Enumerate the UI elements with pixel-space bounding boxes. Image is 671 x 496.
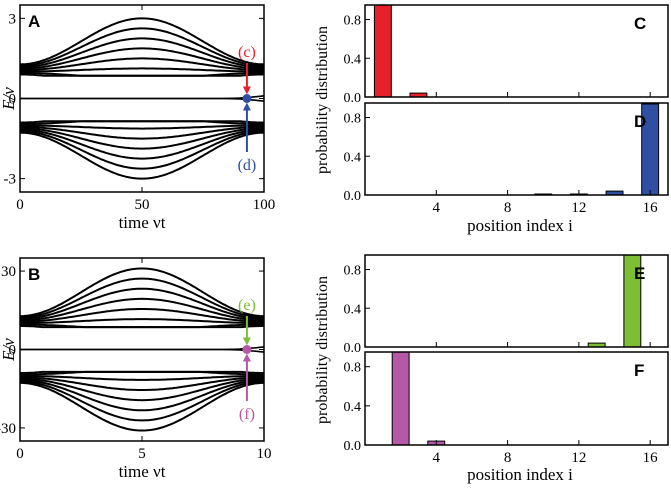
band-curve xyxy=(20,318,264,325)
panel-label: B xyxy=(28,265,40,284)
y-tick-label: 3 xyxy=(9,11,17,27)
panel-D: 0.0 0.4 0.8 4 8 12 16 D xyxy=(344,102,669,216)
y-axis-label: E/ν xyxy=(0,338,18,362)
x-axis-label: time νt xyxy=(119,213,166,232)
band-curve xyxy=(19,17,265,66)
band-curve xyxy=(20,72,264,77)
y-tick-label: 0.0 xyxy=(344,341,362,356)
y-tick-label: 0.8 xyxy=(344,361,362,376)
panel-A: 3 0 -3 0 50 100 time νt E/ν A (c) (d) xyxy=(0,4,276,232)
axes-frame xyxy=(364,4,669,98)
axes-frame xyxy=(364,254,669,348)
annotation-label: (c) xyxy=(238,44,256,61)
y-tick-label: 0.4 xyxy=(344,150,362,165)
band-curve xyxy=(20,127,264,150)
band-curve xyxy=(20,374,264,381)
bar xyxy=(373,4,392,98)
y-tick-label: 0.4 xyxy=(344,400,362,415)
annotation-label: (d) xyxy=(238,157,257,174)
y-tick-label: 0 xyxy=(9,92,17,108)
arrowhead xyxy=(242,102,251,111)
y-tick-label: 30 xyxy=(1,264,16,280)
axes-frame xyxy=(364,351,669,446)
y-tick-label: 0.0 xyxy=(344,189,362,204)
band-curve xyxy=(20,376,264,391)
band-curve xyxy=(20,379,264,412)
annotation-label: (f) xyxy=(239,406,255,423)
band-curve xyxy=(20,297,264,322)
panel-label: C xyxy=(634,14,646,33)
shared-y-label-top: probability distribution xyxy=(314,26,331,174)
band-curve xyxy=(20,277,264,319)
band-curve xyxy=(20,381,264,432)
zero-mode-line xyxy=(20,97,265,102)
y-tick-label: 0.4 xyxy=(344,302,362,317)
y-axis-label: E/ν xyxy=(0,87,18,111)
panel-label: D xyxy=(634,112,646,131)
band-curve xyxy=(20,323,264,329)
x-tick-label: 12 xyxy=(571,200,586,216)
arrowhead xyxy=(242,353,251,362)
axes-frame xyxy=(364,102,669,196)
shared-x-label-bottom: position index i xyxy=(467,465,573,484)
band-curve xyxy=(20,287,264,320)
band-curve xyxy=(20,120,264,125)
band-curve xyxy=(20,380,264,422)
band-curve xyxy=(20,370,264,376)
y-tick-label: 0.8 xyxy=(344,264,362,279)
y-tick-label: 0.0 xyxy=(344,439,362,454)
x-tick-label: 4 xyxy=(433,450,441,466)
x-tick-label: 10 xyxy=(257,446,272,462)
shared-y-label-bottom: probability distribution xyxy=(314,276,331,424)
x-tick-label: 5 xyxy=(138,446,146,462)
band-curve xyxy=(20,128,264,160)
band-curve xyxy=(20,27,264,67)
y-tick-label: 0.8 xyxy=(344,14,362,29)
x-tick-label: 0 xyxy=(16,197,24,213)
band-curve xyxy=(20,130,264,170)
shared-x-label-top: position index i xyxy=(467,216,573,235)
panel-F: 0.0 0.4 0.8 4 8 12 16 F xyxy=(344,351,669,466)
panel-label: F xyxy=(634,361,644,380)
y-tick-label: 0.8 xyxy=(344,112,362,127)
x-axis-label: time νt xyxy=(119,462,166,481)
band-curve xyxy=(20,124,264,130)
band-curve xyxy=(20,57,264,72)
y-tick-label: 0.4 xyxy=(344,52,362,67)
panel-E: 0.0 0.4 0.8 E xyxy=(344,254,669,356)
arrowhead xyxy=(242,86,251,95)
x-tick-label: 0 xyxy=(16,446,24,462)
x-tick-label: 4 xyxy=(433,200,441,216)
bar xyxy=(391,351,410,446)
panel-label: E xyxy=(634,264,645,283)
zero-mode-line xyxy=(20,348,265,353)
y-tick-label: -3 xyxy=(4,172,17,188)
annotation-marker xyxy=(242,94,252,103)
band-curve xyxy=(20,37,264,69)
band-curve xyxy=(20,125,264,140)
annotation-marker xyxy=(242,345,252,354)
y-tick-label: 0 xyxy=(9,343,17,359)
y-tick-label: -30 xyxy=(0,421,16,437)
arrowhead xyxy=(242,337,251,346)
x-tick-label: 12 xyxy=(571,450,586,466)
x-tick-label: 50 xyxy=(135,197,150,213)
x-tick-label: 16 xyxy=(643,450,659,466)
y-tick-label: 0.0 xyxy=(344,91,362,106)
x-tick-label: 100 xyxy=(253,197,276,213)
x-tick-label: 8 xyxy=(504,450,512,466)
band-curve xyxy=(20,67,264,73)
band-curve xyxy=(20,377,264,402)
x-tick-label: 16 xyxy=(643,200,659,216)
band-curve xyxy=(19,131,265,180)
x-tick-label: 8 xyxy=(504,200,512,216)
band-curve xyxy=(20,308,264,323)
panel-C: 0.0 0.4 0.8 C xyxy=(344,4,669,106)
band-curve xyxy=(20,267,264,318)
band-curve xyxy=(20,47,264,70)
annotation-label: (e) xyxy=(238,297,256,314)
panel-label: A xyxy=(28,12,40,31)
